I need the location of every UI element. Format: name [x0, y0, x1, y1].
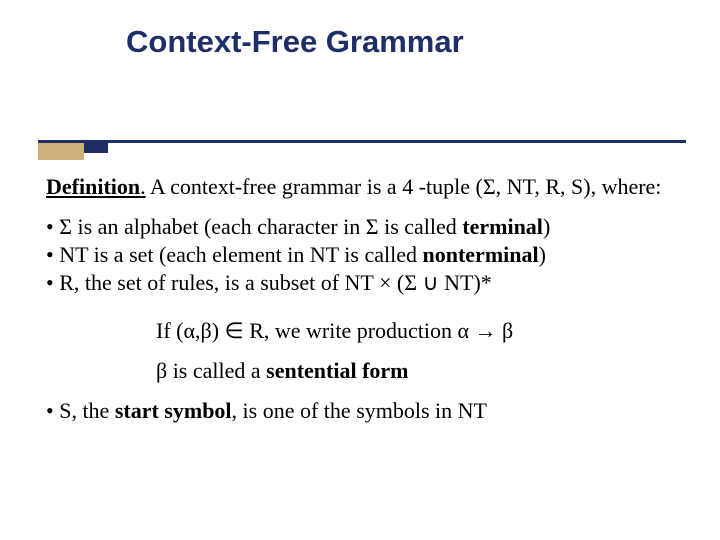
- bullet-item: • R, the set of rules, is a subset of NT…: [46, 270, 686, 296]
- title-underline-accent: [38, 130, 698, 156]
- indented-block: If (α,β) ∈ R, we write production α → β …: [46, 318, 686, 384]
- bullet-item: • S, the start symbol, is one of the sym…: [46, 398, 686, 424]
- bullet-list: • Σ is an alphabet (each character in Σ …: [46, 214, 686, 296]
- definition-paragraph: Definition. A context-free grammar is a …: [46, 174, 686, 200]
- bullet-item: • Σ is an alphabet (each character in Σ …: [46, 214, 686, 240]
- indented-line: If (α,β) ∈ R, we write production α → β: [156, 318, 686, 344]
- slide-title: Context-Free Grammar: [0, 24, 720, 60]
- bullet-item: • NT is a set (each element in NT is cal…: [46, 242, 686, 268]
- indented-line: β is called a sentential form: [156, 358, 686, 384]
- slide-body: Definition. A context-free grammar is a …: [46, 174, 686, 438]
- accent-bar-long: [38, 140, 686, 143]
- accent-block-navy: [84, 143, 108, 153]
- accent-block-tan: [38, 143, 84, 160]
